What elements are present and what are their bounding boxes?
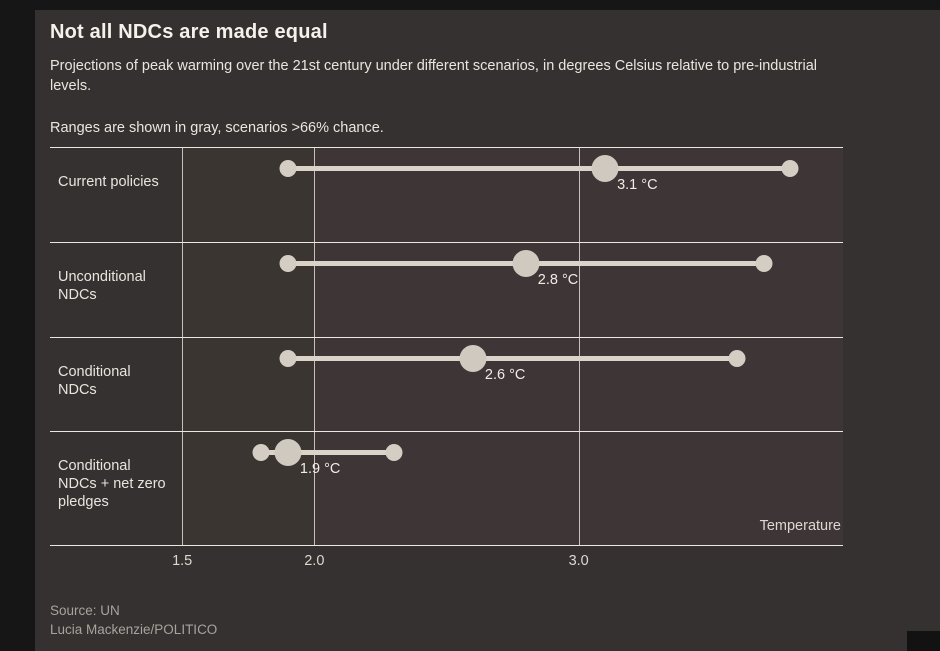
range-min-dot xyxy=(279,160,297,177)
scenario-row: Unconditional NDCs 2.8 °C xyxy=(50,242,843,337)
x-axis-title: Temperature xyxy=(759,518,841,534)
gridline-3.0 xyxy=(578,147,580,545)
plot-area: Current policies 3.1 °C Unconditional NDCs… xyxy=(50,147,843,546)
range-bar xyxy=(287,356,738,361)
range-min-dot xyxy=(279,255,297,272)
x-tick-label: 2.0 xyxy=(304,553,325,569)
range-min-dot xyxy=(279,350,297,367)
peak-dot xyxy=(591,155,619,182)
page-corner xyxy=(907,631,940,651)
gridline-2.0 xyxy=(314,147,316,545)
range-bar xyxy=(287,166,791,171)
x-axis-ticks: 1.5 2.0 3.0 xyxy=(50,546,843,572)
chart-title: Not all NDCs are made equal xyxy=(50,21,328,43)
gridline-layer xyxy=(50,147,843,545)
peak-value-label: 2.8 °C xyxy=(537,272,579,288)
range-max-dot xyxy=(781,160,799,177)
scenario-row: Conditional NDCs 2.6 °C xyxy=(50,337,843,431)
range-max-dot xyxy=(385,444,403,461)
scenario-label: Conditional NDCs xyxy=(58,364,131,398)
peak-value-label: 3.1 °C xyxy=(617,177,658,193)
scenario-label: Conditional NDCs + net zero pledges xyxy=(58,458,166,510)
chart-card: Not all NDCs are made equal Projections … xyxy=(35,10,940,651)
range-max-dot xyxy=(755,255,773,272)
peak-value-label: 2.6 °C xyxy=(484,367,526,383)
scenario-row: Conditional NDCs + net zero pledges 1.9 °… xyxy=(50,431,843,546)
peak-dot xyxy=(274,439,302,466)
scenario-row: Current policies 3.1 °C xyxy=(50,147,843,242)
range-min-dot xyxy=(252,444,270,461)
plot-band-1-5-to-2 xyxy=(182,147,315,545)
range-max-dot xyxy=(728,350,746,367)
x-tick-label: 3.0 xyxy=(568,553,589,569)
chart-note: Ranges are shown in gray, scenarios >66%… xyxy=(50,120,384,136)
chart-footer: Source: UN Lucia Mackenzie/POLITICO xyxy=(50,601,925,639)
x-tick-label: 1.5 xyxy=(172,553,193,569)
chart-subtitle: Projections of peak warming over the 21s… xyxy=(50,58,818,94)
credit-line: Lucia Mackenzie/POLITICO xyxy=(50,622,218,637)
gridline-1.5 xyxy=(182,147,184,545)
range-bar xyxy=(261,450,394,455)
peak-dot xyxy=(512,250,540,277)
scenario-rows: Current policies 3.1 °C Unconditional NDCs… xyxy=(50,147,843,545)
peak-value-label: 1.9 °C xyxy=(299,461,341,477)
scenario-label: Unconditional NDCs xyxy=(58,269,146,303)
scenario-label: Current policies xyxy=(58,174,159,190)
source-line: Source: UN xyxy=(50,603,120,618)
peak-dot xyxy=(459,345,487,372)
